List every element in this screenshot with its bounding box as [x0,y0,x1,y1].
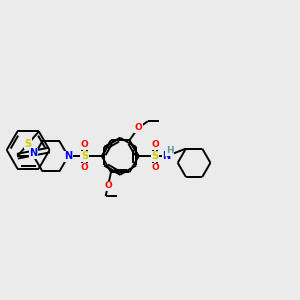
Text: N: N [162,151,170,161]
Text: N: N [29,148,38,158]
Text: S: S [25,139,32,149]
Text: O: O [134,123,142,132]
Text: O: O [104,181,112,190]
Text: O: O [81,163,88,172]
Text: H: H [166,146,174,155]
Text: S: S [81,151,88,161]
Text: S: S [152,151,159,161]
Text: O: O [81,140,88,149]
Text: N: N [64,151,72,161]
Text: O: O [151,140,159,149]
Text: O: O [151,163,159,172]
